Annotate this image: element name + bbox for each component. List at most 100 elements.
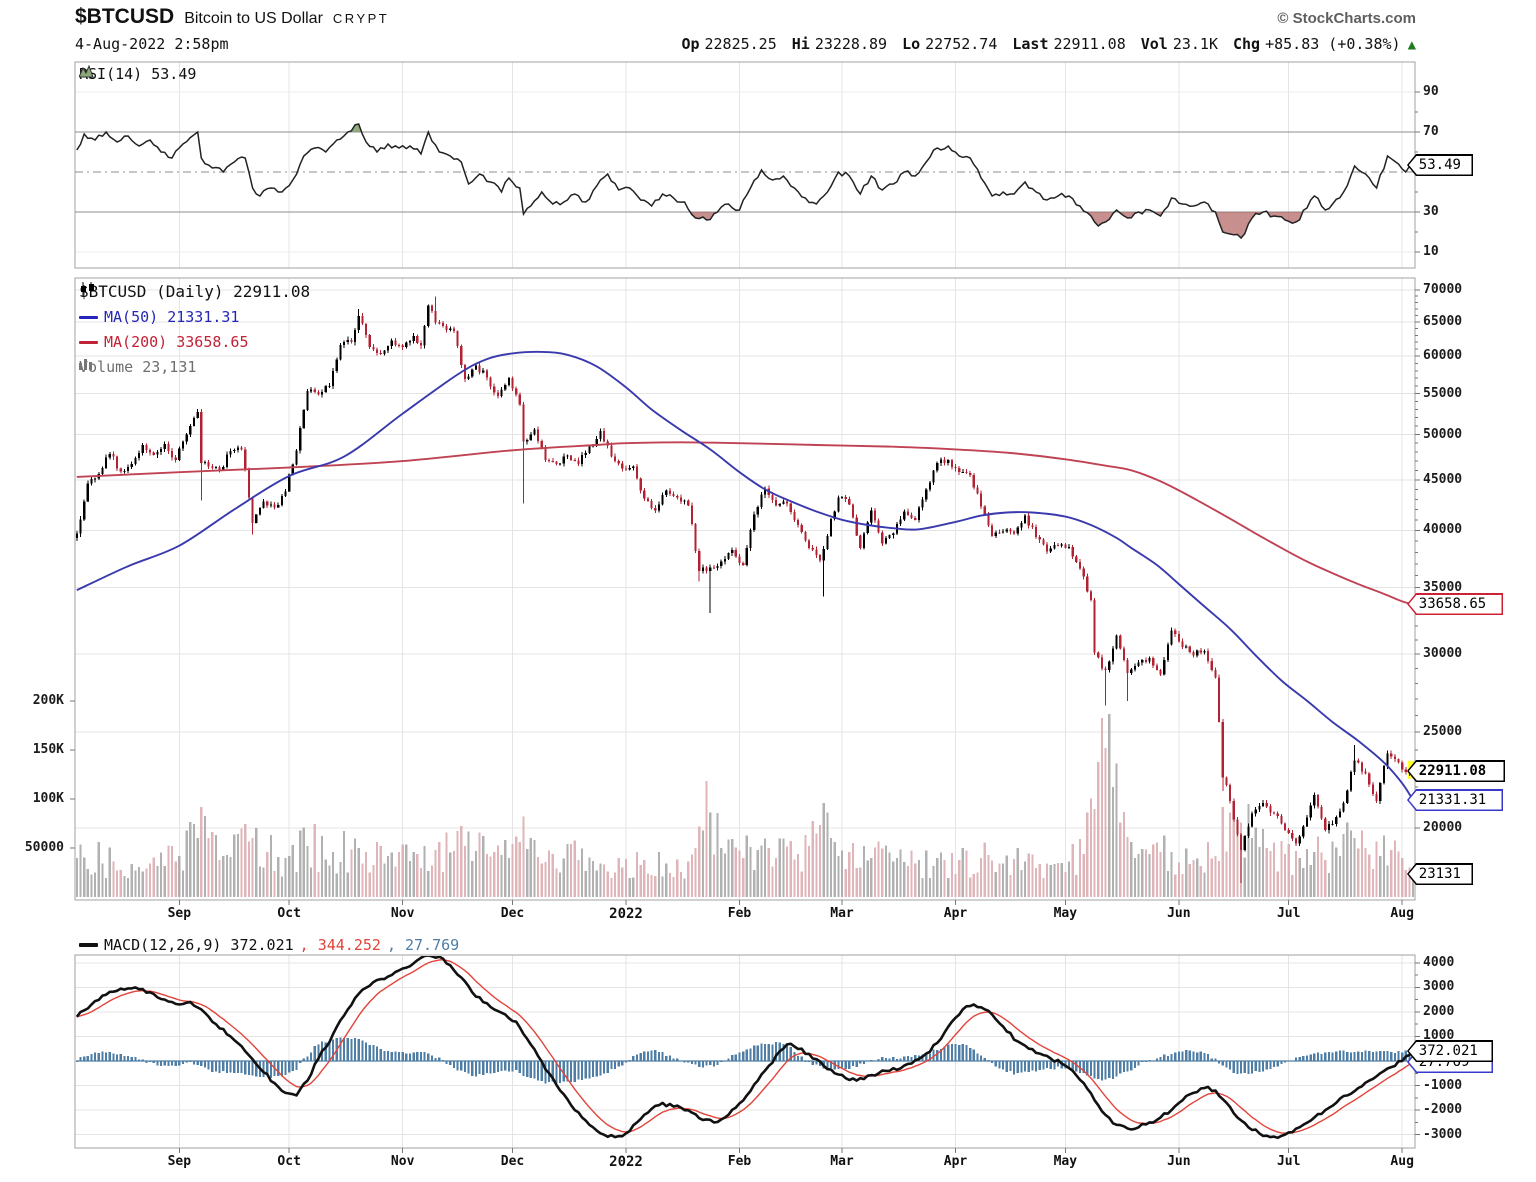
- month-label: Oct: [277, 906, 301, 921]
- ma50-line: [76, 350, 1414, 801]
- macd-legend-main: MACD(12,26,9) 372.021: [104, 936, 294, 954]
- price-axis-label: 55000: [1423, 385, 1463, 401]
- low-label: Lo: [902, 35, 921, 53]
- price-axis-label: 60000: [1423, 348, 1463, 364]
- exchange-label: CRYPT: [332, 11, 390, 26]
- month-label: Nov: [390, 1154, 415, 1169]
- month-label: May: [1053, 1154, 1078, 1169]
- ma50-legend-text: MA(50) 21331.31: [104, 308, 240, 326]
- quote-line: 4-Aug-2022 2:58pm Op 22825.25 Hi 23228.8…: [75, 35, 1416, 53]
- month-label: Feb: [727, 906, 752, 921]
- macd-value-tag: 372.021: [1407, 1040, 1493, 1062]
- rsi-value-tag: 53.49: [1407, 154, 1473, 176]
- price-series: [76, 296, 1414, 897]
- month-label: Jun: [1167, 1154, 1191, 1169]
- rsi-axis-label: 30: [1423, 204, 1439, 219]
- price-legend-text: $BTCUSD (Daily) 22911.08: [79, 282, 311, 301]
- change-label: Chg: [1233, 35, 1261, 53]
- macd-axis-label: -3000: [1423, 1126, 1463, 1142]
- price-axis-label: 70000: [1423, 282, 1463, 297]
- month-label: Feb: [727, 1154, 752, 1169]
- month-label: Apr: [943, 906, 968, 921]
- ma200-value-tag: 33658.65: [1407, 593, 1503, 615]
- month-label: Aug: [1390, 906, 1414, 921]
- rsi-axis-label: 70: [1423, 124, 1439, 139]
- high-label: Hi: [791, 35, 810, 53]
- rsi-legend: RSI(14) 53.49: [79, 65, 196, 83]
- high-value: 23228.89: [814, 35, 888, 53]
- candlestick-icon: [81, 282, 94, 296]
- last-label: Last: [1012, 35, 1049, 53]
- ma200-legend-text: MA(200) 33658.65: [104, 333, 249, 351]
- volume-bars-icon: [79, 359, 92, 370]
- price-legend-symbol: $BTCUSD (Daily) 22911.08: [79, 282, 310, 301]
- macd-axis-label: 2000: [1423, 1003, 1455, 1019]
- price-axis-label: 35000: [1423, 579, 1463, 595]
- volume-value-tag: 23131: [1407, 863, 1473, 885]
- volume-legend-text: Volume 23,131: [79, 358, 197, 376]
- volume-value: 23.1K: [1172, 35, 1218, 53]
- ma50-legend: MA(50) 21331.31: [79, 308, 239, 326]
- month-label: Dec: [500, 1154, 525, 1169]
- volume-axis-label: 100K: [32, 791, 64, 806]
- month-label: Apr: [943, 1154, 968, 1169]
- price-axis-label: 40000: [1423, 522, 1463, 538]
- month-label: Jun: [1167, 906, 1191, 921]
- open-value: 22825.25: [704, 35, 777, 53]
- chart-header: $BTCUSD Bitcoin to US Dollar CRYPT © Sto…: [75, 5, 1416, 29]
- ma200-line-icon: [79, 340, 98, 344]
- last-price-tag: 22911.08: [1407, 760, 1505, 782]
- price-axis-label: 65000: [1423, 313, 1463, 329]
- quote-datetime: 4-Aug-2022 2:58pm: [75, 35, 229, 53]
- price-axis-label: 25000: [1423, 724, 1463, 740]
- macd-series: [76, 956, 1414, 1140]
- month-label: 2022: [609, 1154, 643, 1170]
- price-axis-label: 50000: [1423, 426, 1463, 442]
- macd-axis-label: 4000: [1423, 954, 1455, 970]
- rsi-area-icon: [79, 65, 94, 78]
- rsi-axis-label: 10: [1423, 244, 1439, 259]
- rsi-axis-label: 90: [1423, 84, 1439, 99]
- month-label: Dec: [500, 906, 525, 921]
- macd-legend-hist: , 27.769: [386, 936, 460, 954]
- month-label: May: [1053, 906, 1078, 921]
- stockcharts-copyright-link[interactable]: © StockCharts.com: [1277, 10, 1416, 27]
- volume-axis-label: 200K: [32, 693, 64, 708]
- volume-axis-label: 50000: [24, 840, 64, 855]
- macd-signal-line: [76, 958, 1414, 1134]
- month-label: Aug: [1390, 1154, 1414, 1169]
- open-label: Op: [681, 35, 700, 53]
- ma200-legend: MA(200) 33658.65: [79, 333, 249, 351]
- macd-legend: MACD(12,26,9) 372.021 , 344.252 , 27.769: [79, 936, 459, 954]
- macd-axis-label: -1000: [1423, 1077, 1463, 1093]
- macd-histogram: [76, 1037, 1414, 1084]
- month-label: Jul: [1276, 906, 1301, 921]
- month-label: Mar: [830, 906, 854, 921]
- ma50-line-icon: [79, 315, 98, 319]
- up-arrow-icon: ▲: [1407, 37, 1416, 53]
- price-axis-label: 20000: [1423, 820, 1463, 836]
- month-label: Sep: [167, 1154, 192, 1169]
- change-value: +85.83 (+0.38%): [1265, 35, 1401, 53]
- price-axis-label: 30000: [1423, 645, 1463, 661]
- macd-axis-label: 1000: [1423, 1028, 1455, 1044]
- rsi-legend-text: RSI(14) 53.49: [79, 65, 197, 83]
- price-axis-label: 45000: [1423, 471, 1463, 487]
- month-label: Sep: [167, 906, 192, 921]
- month-label: 2022: [609, 906, 643, 922]
- ma50-value-tag: 21331.31: [1407, 789, 1503, 811]
- rsi-series: [76, 123, 1414, 240]
- volume-legend: Volume 23,131: [79, 358, 196, 376]
- macd-legend-signal: , 344.252: [299, 936, 381, 954]
- macd-axis-label: -2000: [1423, 1102, 1463, 1118]
- ticker-symbol: $BTCUSD: [75, 5, 175, 28]
- volume-axis-label: 150K: [32, 742, 64, 757]
- gridlines: [75, 62, 1415, 1148]
- month-label: Oct: [277, 1154, 301, 1169]
- month-label: Mar: [830, 1154, 854, 1169]
- volume-label: Vol: [1140, 35, 1168, 53]
- low-value: 22752.74: [925, 35, 998, 53]
- instrument-name: Bitcoin to US Dollar: [184, 10, 323, 27]
